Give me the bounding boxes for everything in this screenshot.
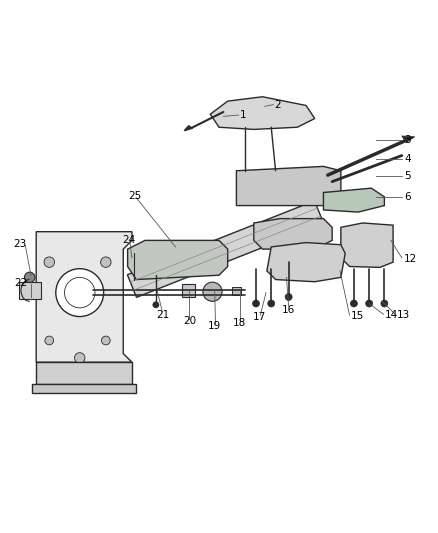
Polygon shape: [36, 362, 132, 384]
Polygon shape: [237, 166, 341, 206]
Text: 16: 16: [282, 305, 295, 315]
Circle shape: [253, 300, 259, 307]
Polygon shape: [127, 240, 228, 279]
Circle shape: [268, 300, 275, 307]
Circle shape: [366, 300, 373, 307]
Circle shape: [45, 336, 53, 345]
Text: 25: 25: [128, 191, 141, 201]
Text: 15: 15: [351, 311, 364, 321]
Text: 1: 1: [240, 110, 247, 120]
Text: 12: 12: [404, 254, 417, 264]
Polygon shape: [232, 287, 241, 295]
Polygon shape: [341, 223, 393, 268]
Text: 13: 13: [396, 310, 410, 320]
Text: 4: 4: [404, 154, 410, 164]
Circle shape: [74, 353, 85, 363]
Polygon shape: [19, 282, 41, 299]
Circle shape: [25, 272, 35, 282]
Text: 22: 22: [14, 278, 28, 288]
Polygon shape: [210, 97, 315, 130]
Text: 21: 21: [156, 310, 169, 320]
Circle shape: [285, 294, 292, 301]
Circle shape: [101, 257, 111, 268]
Polygon shape: [184, 126, 193, 131]
Text: 23: 23: [13, 239, 26, 249]
Circle shape: [381, 300, 388, 307]
Text: 24: 24: [122, 235, 135, 245]
Text: 14: 14: [385, 310, 398, 320]
Circle shape: [153, 302, 159, 308]
Text: 6: 6: [404, 192, 410, 202]
Text: 18: 18: [233, 318, 247, 328]
Text: 2: 2: [275, 100, 281, 110]
Circle shape: [102, 336, 110, 345]
Text: 3: 3: [404, 135, 410, 146]
Polygon shape: [32, 384, 136, 393]
Circle shape: [350, 300, 357, 307]
Polygon shape: [323, 188, 385, 212]
Text: 17: 17: [252, 312, 266, 321]
Polygon shape: [127, 201, 324, 297]
Text: 19: 19: [208, 321, 221, 331]
Polygon shape: [402, 136, 415, 142]
Circle shape: [203, 282, 222, 301]
Text: 20: 20: [183, 317, 196, 326]
Text: 5: 5: [404, 172, 410, 181]
Polygon shape: [254, 219, 332, 249]
Polygon shape: [182, 284, 195, 297]
Circle shape: [56, 269, 104, 317]
Circle shape: [44, 257, 54, 268]
Polygon shape: [267, 243, 345, 282]
Polygon shape: [36, 232, 132, 362]
